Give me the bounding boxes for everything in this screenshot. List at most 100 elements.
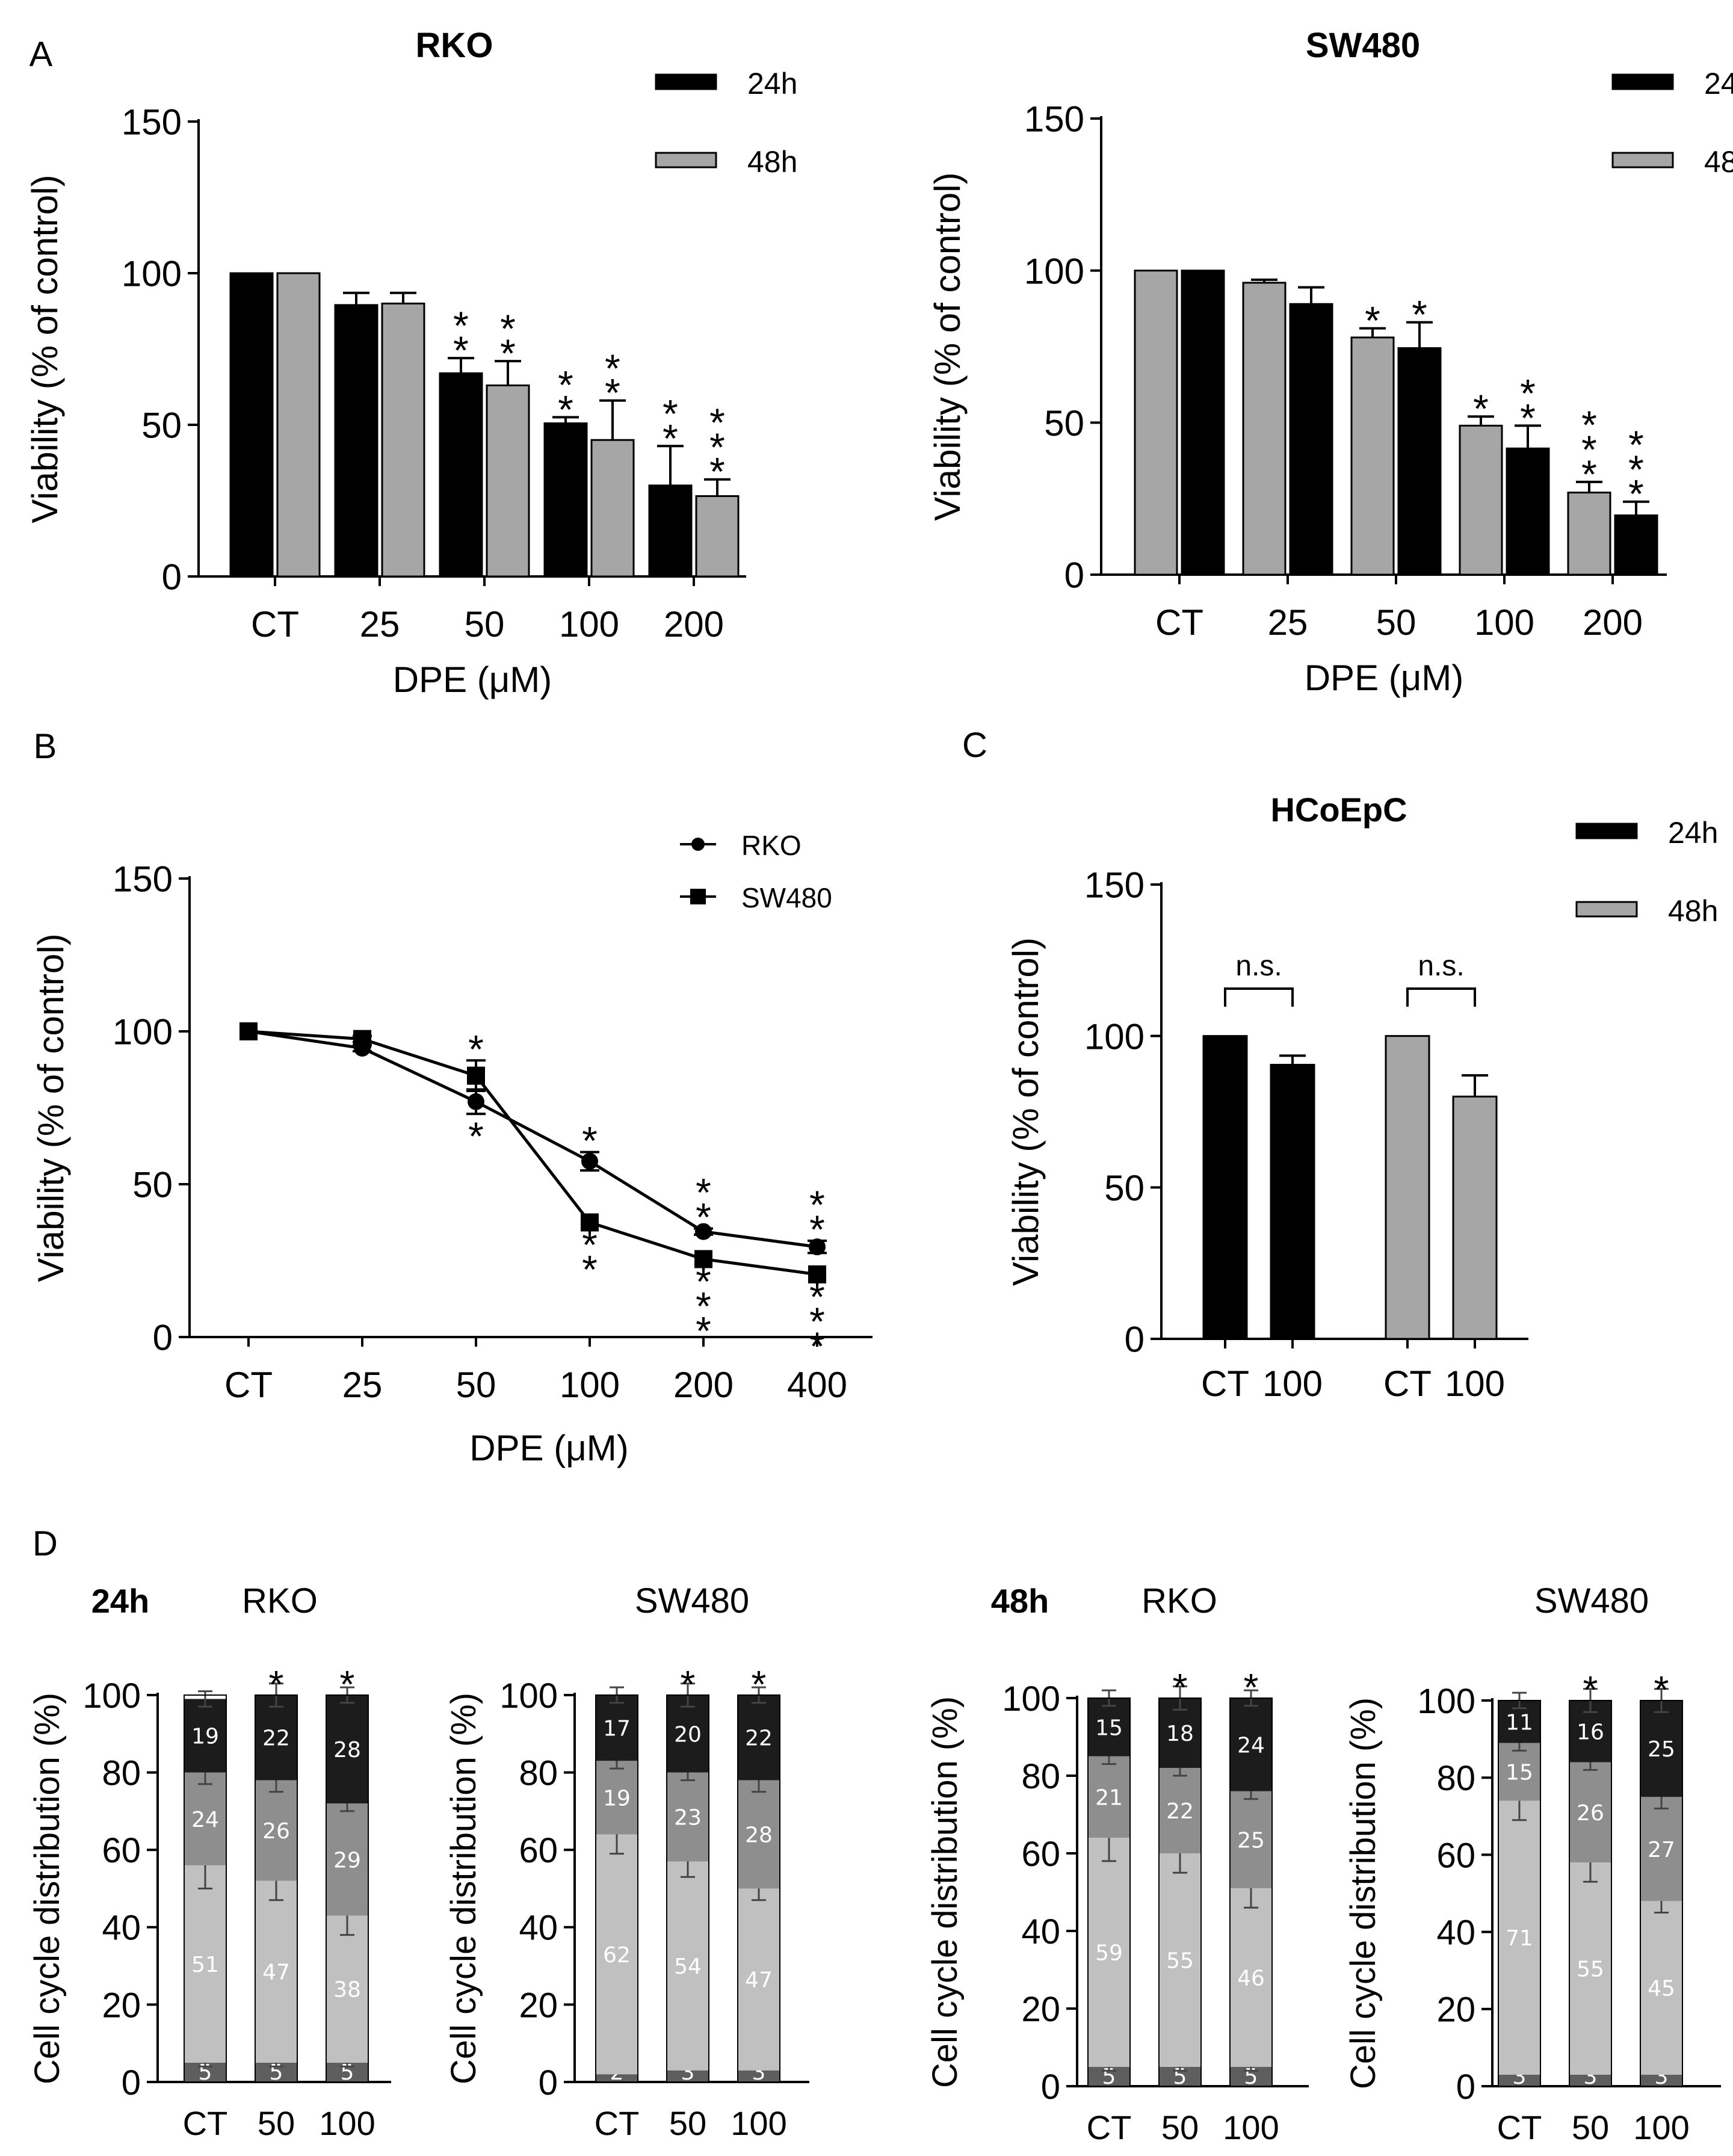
bar [1242,282,1287,576]
segment-value-label: 55 [1577,1957,1604,1981]
x-tick-label: 100 [1445,1364,1505,1404]
segment-value-label: 21 [1095,1785,1123,1810]
data-point-sw480 [239,1022,258,1040]
y-tick-label: 40 [519,1909,558,1948]
segment-value-label: 26 [262,1819,290,1844]
x-tick-label: 100 [319,2104,375,2142]
significance-star: * [709,400,725,445]
data-point-rko [809,1238,826,1256]
y-axis-label: Cell cycle distribution (%) [925,1696,965,2088]
y-axis-label: Viability (% of control) [25,175,65,523]
stack-segment [255,1780,297,1881]
y-tick-label: 100 [1002,1679,1060,1719]
bar-outline [1498,1700,1541,2087]
significance-bracket [1406,987,1476,1007]
panel-letter-d: D [32,1524,58,1563]
stack-segment [255,1695,297,1781]
significance-star: * [1628,472,1644,516]
y-tick-label: 80 [1021,1757,1060,1796]
significance-star: * [1583,1668,1598,1711]
legend-label: SW480 [741,882,832,913]
segment-value-label: 26 [1577,1801,1604,1826]
segment-value-label: 16 [1577,1720,1604,1744]
data-point-sw480 [353,1030,371,1048]
significance-star: * [1520,395,1536,440]
segment-value-label: 51 [191,1953,219,1977]
significance-star: * [1581,403,1597,447]
bar [1614,514,1658,576]
stack-segment [1640,1700,1682,1797]
bar-outline [666,1694,709,2083]
chart-title: HCoEpC [1270,791,1407,829]
y-axis-label: Viability (% of control) [1006,937,1046,1286]
stack-segment [1569,1862,1611,2075]
x-tick-label: 100 [560,1365,620,1405]
x-tick-label: 100 [1262,1364,1323,1404]
segment-value-label: 20 [674,1722,702,1747]
y-tick-label: 100 [113,1012,173,1052]
bar [1506,447,1550,576]
x-tick-label: 50 [456,1365,496,1405]
x-tick-label: 50 [1572,2108,1609,2146]
segment-value-label: 47 [262,1960,290,1985]
segment-value-label: 28 [745,1823,773,1847]
significance-star: * [696,1170,711,1215]
y-tick-label: 80 [102,1753,141,1793]
segment-value-label: 62 [603,1943,631,1968]
y-tick-label: 60 [1021,1835,1060,1874]
x-tick-label: 50 [465,604,505,644]
y-tick-label: 150 [113,859,173,900]
chart-title: SW480 [1306,26,1420,65]
significance-star: * [752,1663,767,1706]
bar-outline [255,1694,298,2083]
significance-star: * [269,1663,284,1706]
segment-value-label: 19 [191,1725,219,1749]
bar [276,272,321,578]
x-tick-label: 100 [1474,602,1534,643]
segment-value-label: 59 [1095,1941,1123,1965]
significance-star: * [468,1114,484,1158]
stack-segment [184,1772,226,1865]
bar [1134,270,1178,576]
significance-star: * [809,1182,825,1227]
legend-label: 24h [747,67,797,100]
bar-outline [1569,1700,1612,2087]
y-tick-label: 100 [1417,1682,1475,1721]
segment-value-label: 15 [1506,1761,1533,1785]
y-tick-label: 20 [1436,1991,1475,2030]
y-tick-label: 40 [1436,1913,1475,1952]
x-tick-label: 50 [1161,2108,1199,2146]
bar [1459,424,1503,576]
x-tick-label: CT [251,604,299,644]
time-label: 24h [91,1582,150,1620]
stack-segment [184,1865,226,2063]
significance-star: * [663,391,678,436]
x-axis-label: DPE (μM) [469,1428,629,1468]
x-tick-label: 200 [1583,602,1643,643]
bar [334,304,378,578]
ns-annotation: n.s. [1235,950,1282,982]
significance-star: * [1365,298,1380,343]
bar [1202,1035,1248,1340]
y-tick-label: 150 [1084,865,1145,906]
x-tick-label: 200 [673,1365,734,1405]
segment-value-label: 71 [1506,1926,1533,1951]
stack-segment [667,1772,709,1862]
y-tick-label: 60 [519,1831,558,1870]
segment-value-label: 22 [1166,1799,1194,1824]
significance-star: * [500,306,516,351]
chart-title: RKO [416,26,493,65]
stack-segment [1088,1838,1130,2067]
y-axis-label: Cell cycle distribution (%) [444,1693,483,2084]
segment-value-label: 17 [603,1717,631,1741]
y-axis-label: Cell cycle distribution (%) [28,1693,67,2084]
segment-value-label: 22 [262,1726,290,1751]
bar [648,484,693,578]
panel-letter-c: C [962,726,987,765]
significance-star: * [1412,292,1427,337]
x-tick-label: 100 [1633,2108,1689,2146]
bar [543,422,588,578]
panel-letter-a: A [29,35,53,74]
y-tick-label: 20 [102,1986,141,2025]
stack-segment [667,1695,709,1773]
